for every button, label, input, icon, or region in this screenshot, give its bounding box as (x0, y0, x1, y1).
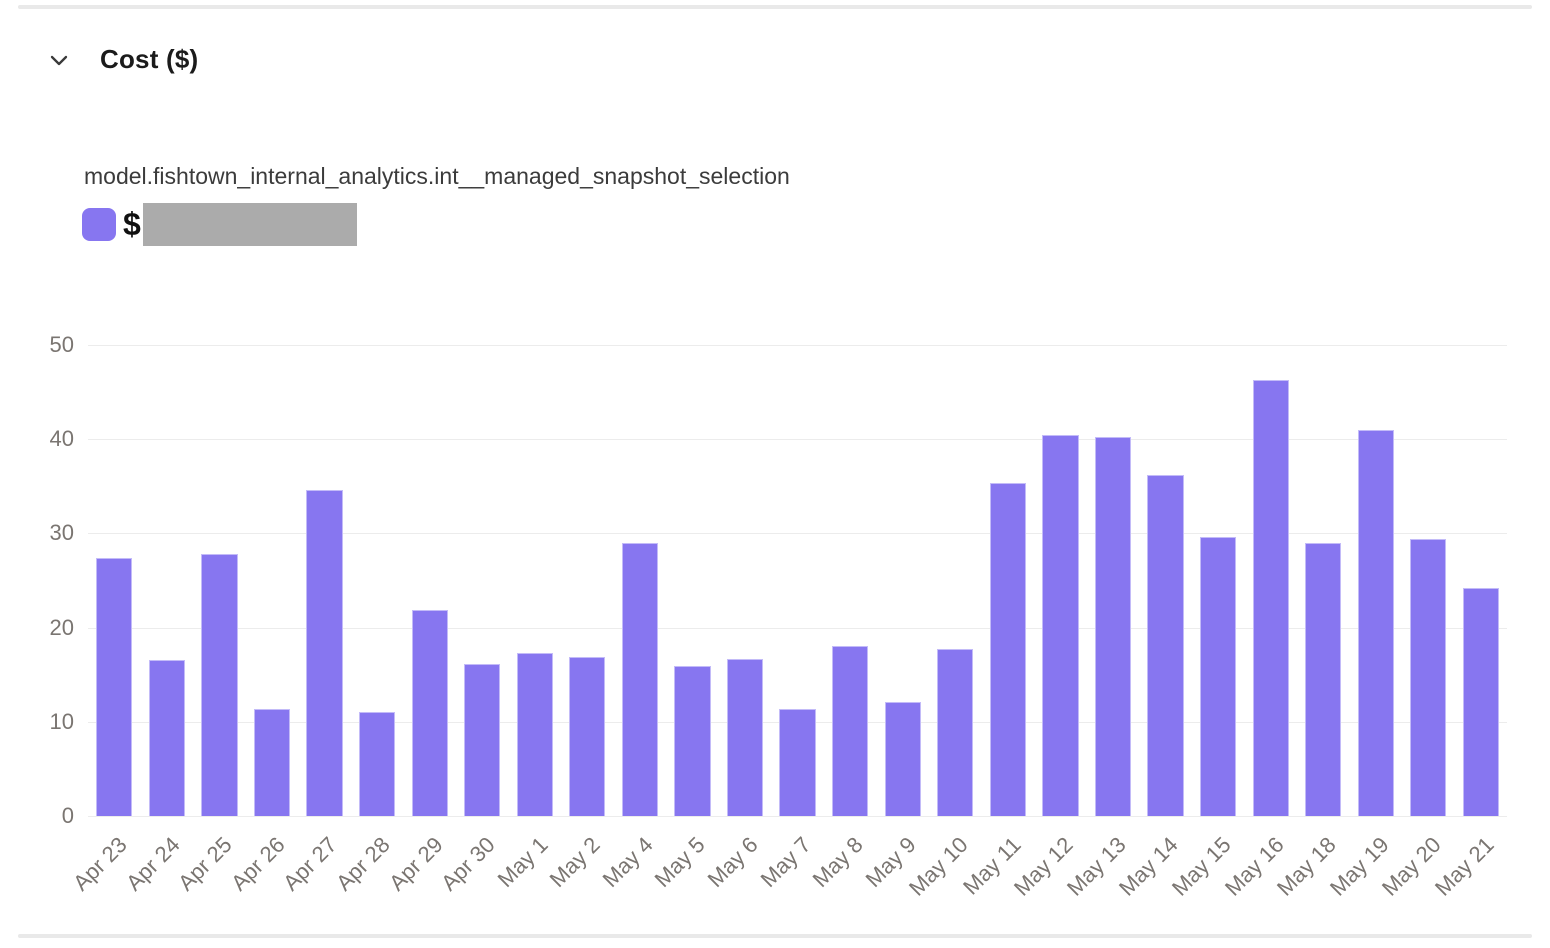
legend-redacted-value-box (142, 202, 357, 246)
bar-may-18[interactable] (1305, 542, 1342, 816)
collapse-section-button[interactable] (46, 45, 72, 75)
y-axis-tick-label: 0 (61, 803, 74, 828)
bar-cell (929, 345, 982, 816)
bar-cell (298, 345, 351, 816)
legend-swatch (82, 207, 116, 241)
bar-may-15[interactable] (1199, 537, 1237, 816)
bar-cell (351, 345, 404, 816)
bar-cell (1087, 345, 1140, 816)
bar-may-12[interactable] (1042, 434, 1079, 816)
chevron-down-icon (47, 48, 71, 72)
bar-apr-28[interactable] (358, 712, 396, 816)
grid-line (88, 816, 1507, 817)
bar-cell (193, 345, 246, 816)
bottom-divider (18, 934, 1532, 938)
bar-may-6[interactable] (726, 658, 764, 816)
page-title: Cost ($) (100, 44, 199, 74)
bar-cell (1034, 345, 1087, 816)
y-axis-tick-label: 10 (49, 708, 74, 734)
bar-cell (561, 345, 614, 816)
bar-may-8[interactable] (832, 646, 869, 816)
bar-apr-27[interactable] (306, 490, 343, 816)
bar-cell (1244, 345, 1297, 816)
grid-line (88, 533, 1507, 535)
bar-cell (824, 345, 877, 816)
bar-cell (403, 345, 456, 816)
bar-cell (1350, 345, 1403, 816)
grid-line (88, 345, 1507, 346)
bar-cell (1192, 345, 1245, 816)
bar-may-20[interactable] (1410, 539, 1447, 816)
plot-area: 0 10 20 30 40 50 (50, 332, 1507, 828)
bars (88, 345, 1507, 816)
bar-cell (876, 345, 929, 816)
bar-may-16[interactable] (1252, 379, 1289, 816)
bar-cell (88, 345, 141, 816)
bar-may-10[interactable] (937, 649, 974, 816)
y-axis-tick-label: 40 (49, 426, 74, 452)
bar-may-14[interactable] (1147, 475, 1184, 816)
bar-cell (1297, 345, 1350, 816)
bar-may-2[interactable] (569, 656, 606, 816)
bar-cell (1139, 345, 1192, 816)
legend-item[interactable]: $ (82, 201, 357, 247)
grid-line (88, 627, 1507, 629)
bar-may-9[interactable] (884, 702, 921, 816)
bar-cell (719, 345, 772, 816)
bar-may-11[interactable] (989, 483, 1026, 816)
bar-may-19[interactable] (1357, 429, 1394, 816)
bar-may-21[interactable] (1462, 588, 1500, 816)
bar-apr-25[interactable] (201, 554, 238, 816)
x-axis-labels: Apr 23 Apr 24 Apr 25 Apr 26 Apr 27 Apr 28 Apr … (68, 822, 1507, 937)
bar-cell (614, 345, 667, 816)
y-axis-tick-label: 20 (49, 614, 74, 640)
bar-may-5[interactable] (674, 666, 711, 816)
legend-label: $ (123, 206, 141, 242)
bar-apr-23[interactable] (96, 557, 133, 816)
bar-cell (141, 345, 194, 816)
bar-cell (982, 345, 1035, 816)
bar-cell (246, 345, 299, 816)
bar-cell (456, 345, 509, 816)
bar-apr-29[interactable] (411, 609, 448, 816)
bar-apr-24[interactable] (148, 659, 185, 816)
bar-cell (1402, 345, 1455, 816)
y-axis-tick-label: 30 (49, 520, 74, 546)
bar-cell (1455, 345, 1508, 816)
bar-may-4[interactable] (621, 542, 659, 816)
bar-may-7[interactable] (779, 708, 816, 816)
bar-may-1[interactable] (516, 653, 553, 816)
bar-may-13[interactable] (1094, 437, 1132, 816)
bar-cell (771, 345, 824, 816)
top-divider (18, 5, 1532, 9)
series-subtitle: model.fishtown_internal_analytics.int__m… (84, 163, 790, 189)
bar-cell (509, 345, 562, 816)
bar-apr-30[interactable] (464, 664, 501, 816)
bar-apr-26[interactable] (253, 708, 291, 816)
section-header: Cost ($) (46, 44, 198, 75)
grid-line (88, 439, 1507, 441)
bar-cell (666, 345, 719, 816)
y-axis-tick-label: 50 (49, 332, 74, 357)
